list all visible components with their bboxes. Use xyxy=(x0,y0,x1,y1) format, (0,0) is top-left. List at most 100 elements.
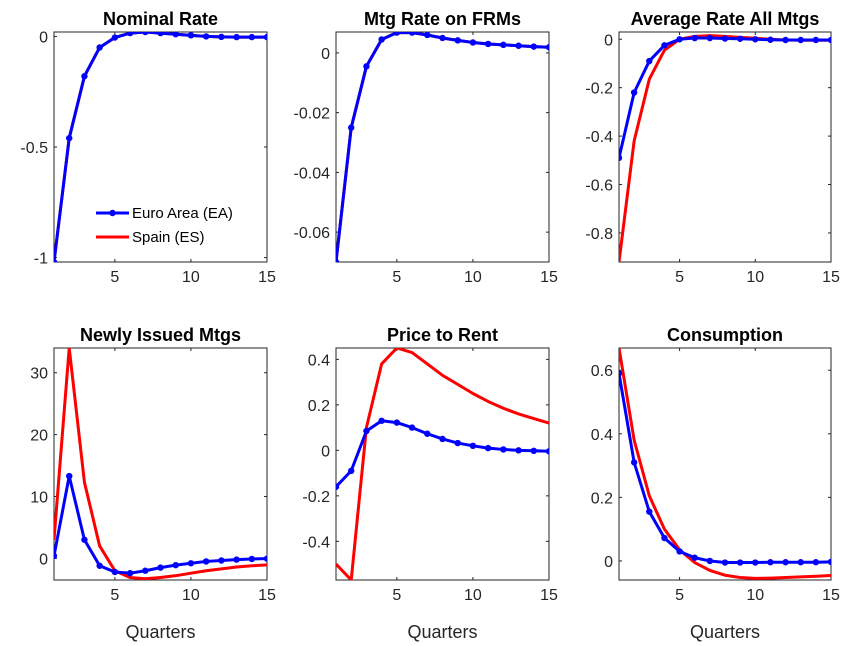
data-point xyxy=(378,417,385,424)
x-tick-label: 5 xyxy=(675,269,684,286)
axes-box xyxy=(53,31,268,263)
series-line-spain xyxy=(619,34,831,262)
data-point xyxy=(530,447,537,455)
y-tick-label: 0.2 xyxy=(308,398,330,415)
axes-box xyxy=(53,347,268,581)
data-point xyxy=(218,557,225,564)
chart-panel-5: Price to Rent 5 10 15 -0.4 -0.2 0 0.2 0.4 Quarter… xyxy=(302,325,558,642)
y-tick-label: 0 xyxy=(604,554,613,571)
data-point xyxy=(545,448,549,455)
y-tick-label: 0 xyxy=(39,29,48,46)
x-tick-label: 15 xyxy=(540,587,558,604)
data-point xyxy=(500,446,507,453)
y-tick-label: -0.4 xyxy=(302,534,330,551)
x-tick-label: 10 xyxy=(182,587,200,604)
data-point xyxy=(691,554,698,561)
y-tick-label: 0.4 xyxy=(308,352,330,369)
data-point xyxy=(348,124,355,131)
chart-title: Nominal Rate xyxy=(103,9,218,29)
data-point xyxy=(54,552,58,560)
y-tick-label: 0.4 xyxy=(591,427,613,444)
chart-panel-3: Average Rate All Mtgs 5 10 15 -0.8 -0.6 -0.4 -0… xyxy=(585,9,840,286)
x-tick-label: 15 xyxy=(822,587,840,604)
data-point xyxy=(646,57,653,65)
chart-title: Average Rate All Mtgs xyxy=(631,9,820,29)
data-point xyxy=(233,556,240,563)
x-tick-label: 10 xyxy=(746,269,764,286)
data-point xyxy=(676,36,683,43)
data-point xyxy=(439,34,446,42)
data-point xyxy=(545,44,549,51)
data-point xyxy=(619,370,623,377)
data-point xyxy=(782,559,789,566)
y-tick-label: -0.2 xyxy=(585,81,613,98)
legend-marker-euro-area xyxy=(109,209,116,217)
data-point xyxy=(126,32,134,37)
data-point xyxy=(469,442,477,450)
data-point xyxy=(408,424,416,431)
x-axis-label: Quarters xyxy=(690,622,760,642)
y-tick-label: -0.8 xyxy=(585,226,613,243)
data-point xyxy=(752,36,759,43)
axes-box xyxy=(618,347,832,581)
data-point xyxy=(393,32,401,36)
x-tick-label: 15 xyxy=(258,587,276,604)
legend: Euro Area (EA) Spain (ES) xyxy=(96,205,233,246)
chart-panel-6: Consumption 5 10 15 0 0.2 0.4 0.6 Quarters xyxy=(591,325,840,642)
series-line-spain xyxy=(336,348,549,580)
data-point xyxy=(248,33,255,41)
y-tick-label: -0.2 xyxy=(302,489,330,506)
data-point xyxy=(66,472,73,480)
data-point xyxy=(142,567,149,574)
x-tick-label: 5 xyxy=(675,587,684,604)
y-tick-label: -0.04 xyxy=(294,165,331,182)
y-tick-label: 0 xyxy=(321,443,330,460)
y-tick-label: -0.02 xyxy=(294,106,331,123)
data-point xyxy=(363,63,370,70)
chart-title: Newly Issued Mtgs xyxy=(80,325,241,345)
y-tick-label: -0.6 xyxy=(585,178,613,195)
data-point xyxy=(767,36,774,43)
x-tick-label: 15 xyxy=(540,269,558,286)
data-point xyxy=(187,560,195,567)
data-point xyxy=(530,43,537,50)
data-point xyxy=(721,35,729,42)
data-point xyxy=(126,569,134,577)
y-tick-label: 10 xyxy=(30,489,48,506)
y-tick-label: -1 xyxy=(34,251,48,268)
data-point xyxy=(202,33,210,40)
data-point xyxy=(202,558,210,565)
data-point xyxy=(439,435,446,443)
x-tick-label: 5 xyxy=(110,587,119,604)
data-point xyxy=(363,427,370,435)
data-point xyxy=(782,36,789,44)
data-point xyxy=(393,419,401,426)
data-point xyxy=(187,32,195,39)
data-point xyxy=(248,555,255,563)
x-tick-label: 5 xyxy=(392,587,401,604)
x-tick-label: 5 xyxy=(392,269,401,286)
data-point xyxy=(111,568,119,576)
data-point xyxy=(827,36,831,44)
axes-box xyxy=(335,347,550,581)
data-point xyxy=(263,33,267,41)
chart-title: Consumption xyxy=(667,325,783,345)
data-point xyxy=(706,34,714,42)
data-point xyxy=(218,33,225,41)
data-point xyxy=(619,154,623,162)
x-tick-label: 15 xyxy=(822,269,840,286)
axes-box xyxy=(335,31,550,263)
chart-title: Price to Rent xyxy=(387,325,498,345)
y-tick-label: 0.6 xyxy=(591,363,613,380)
data-point xyxy=(378,36,385,43)
data-point xyxy=(736,35,744,42)
data-point xyxy=(752,559,759,566)
data-point xyxy=(96,562,103,569)
data-point xyxy=(767,559,774,566)
data-point xyxy=(81,73,88,80)
data-point xyxy=(797,36,804,44)
data-point xyxy=(736,559,744,566)
data-point xyxy=(454,37,461,44)
data-point xyxy=(263,555,267,562)
y-tick-label: -0.5 xyxy=(20,140,48,157)
